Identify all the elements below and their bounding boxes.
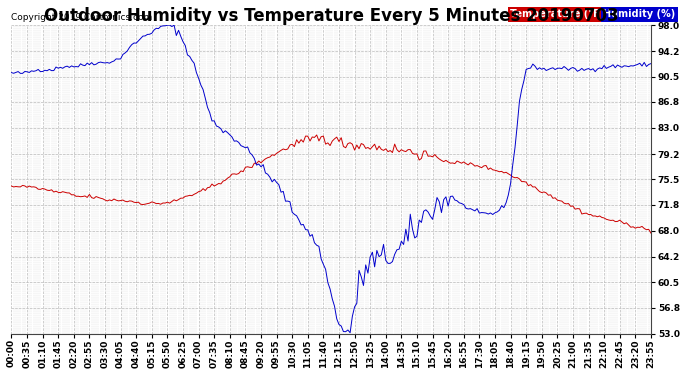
Text: Copyright 2019 Cartronics.com: Copyright 2019 Cartronics.com: [12, 13, 152, 22]
Title: Outdoor Humidity vs Temperature Every 5 Minutes 20190703: Outdoor Humidity vs Temperature Every 5 …: [44, 7, 618, 25]
Text: Humidity (%): Humidity (%): [603, 9, 676, 19]
Text: Temperature (°F): Temperature (°F): [510, 9, 604, 20]
